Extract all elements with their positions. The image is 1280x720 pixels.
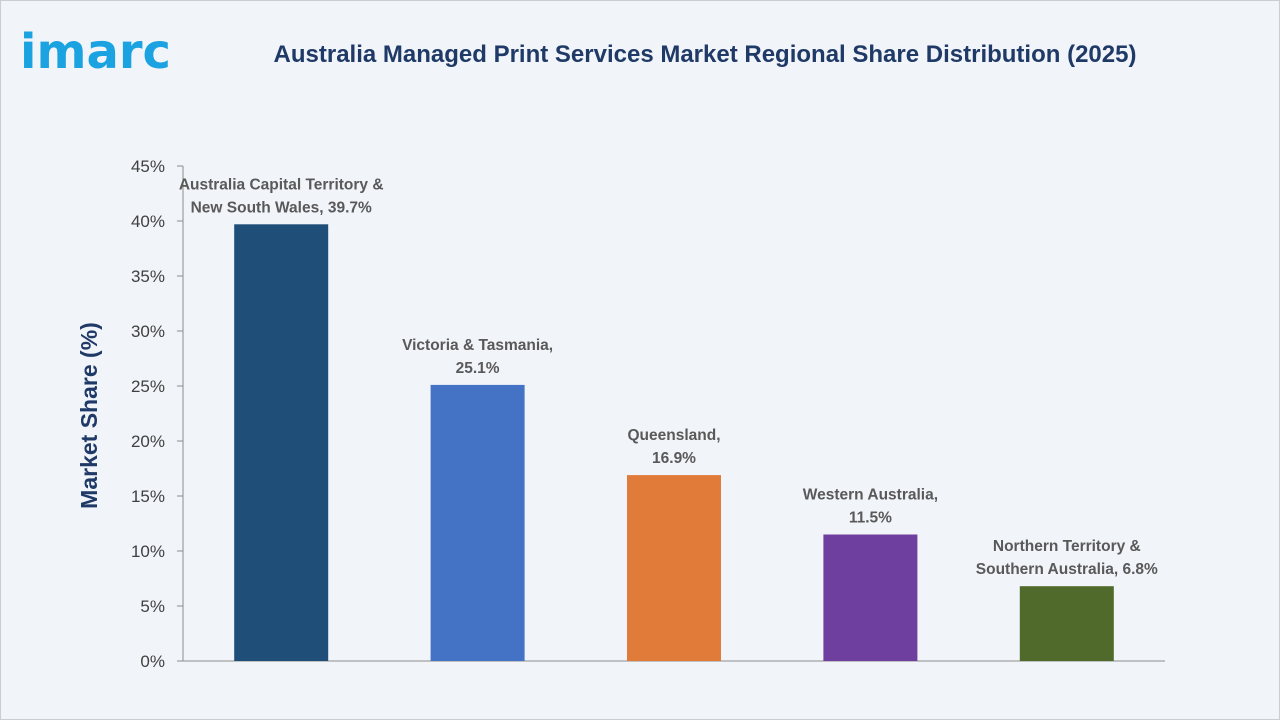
data-label: Western Australia,: [803, 487, 938, 504]
y-tick-label: 5%: [140, 597, 165, 616]
data-label: Queensland,: [627, 427, 720, 444]
y-axis-title: Market Share (%): [76, 322, 102, 509]
bar: [1019, 586, 1114, 661]
data-label: New South Wales, 39.7%: [191, 199, 372, 216]
data-label: Victoria & Tasmania,: [402, 337, 553, 354]
bar: [234, 224, 329, 662]
bar: [823, 534, 918, 661]
chart-title: Australia Managed Print Services Market …: [273, 41, 1137, 68]
data-label: Northern Territory &: [993, 538, 1141, 555]
y-tick-label: 45%: [131, 157, 165, 176]
y-tick-label: 15%: [131, 487, 165, 506]
y-tick-label: 20%: [131, 432, 165, 451]
y-tick-label: 35%: [131, 267, 165, 286]
y-tick-label: 10%: [131, 542, 165, 561]
data-label: 16.9%: [652, 450, 696, 467]
imarc-logo: imarc: [20, 24, 171, 80]
y-tick-label: 25%: [131, 377, 165, 396]
y-tick-label: 0%: [140, 652, 165, 671]
bar: [627, 475, 721, 661]
y-tick-label: 30%: [131, 322, 165, 341]
data-label: Southern Australia, 6.8%: [976, 561, 1158, 578]
data-label: 25.1%: [456, 360, 500, 377]
y-tick-label: 40%: [131, 212, 165, 231]
bar: [430, 384, 525, 661]
data-label: Australia Capital Territory &: [179, 176, 384, 193]
data-label: 11.5%: [849, 510, 892, 527]
